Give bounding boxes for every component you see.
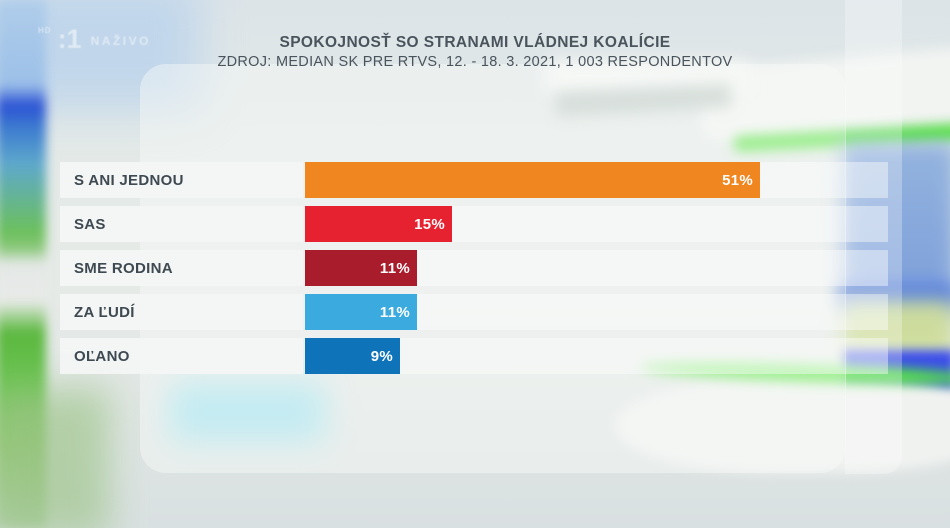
bar: 11% xyxy=(305,294,417,330)
bar-track: 11% xyxy=(305,294,888,330)
bar-track: 11% xyxy=(305,250,888,286)
chart-header: SPOKOJNOSŤ SO STRANAMI VLÁDNEJ KOALÍCIE … xyxy=(0,33,950,72)
value-label: 9% xyxy=(370,347,393,365)
category-label: SAS xyxy=(60,206,303,242)
bar: 51% xyxy=(305,162,760,198)
background-yellow-green-right xyxy=(842,300,950,358)
chart-row: OĽANO 9% xyxy=(60,338,888,374)
value-label: 51% xyxy=(722,171,753,189)
chart-row: ZA ĽUDÍ 11% xyxy=(60,294,888,330)
value-label: 15% xyxy=(414,215,445,233)
category-label: OĽANO xyxy=(60,338,303,374)
jednotka-channel-logo: :1 xyxy=(57,24,82,54)
chart-row: SAS 15% xyxy=(60,206,888,242)
background-green-tint-bottom-left xyxy=(0,388,110,528)
channel-watermark: HD :1 NAŽIVO xyxy=(38,24,151,54)
hd-badge: HD xyxy=(38,26,52,35)
bar-track: 51% xyxy=(305,162,888,198)
background-right-glass-strip xyxy=(845,0,902,474)
chart-row: SME RODINA 11% xyxy=(60,250,888,286)
background-white-ring-bottom xyxy=(615,378,950,473)
value-label: 11% xyxy=(379,259,410,277)
live-label: NAŽIVO xyxy=(90,34,151,48)
bar: 11% xyxy=(305,250,417,286)
chart-row: S ANI JEDNOU 51% xyxy=(60,162,888,198)
category-label: ZA ĽUDÍ xyxy=(60,294,303,330)
bar: 9% xyxy=(305,338,400,374)
value-label: 11% xyxy=(379,303,410,321)
category-label: S ANI JEDNOU xyxy=(60,162,303,198)
chart-source: ZDROJ: MEDIAN SK PRE RTVS, 12. - 18. 3. … xyxy=(217,54,733,70)
bar-track: 9% xyxy=(305,338,888,374)
bar-track: 15% xyxy=(305,206,888,242)
category-label: SME RODINA xyxy=(60,250,303,286)
chart-title: SPOKOJNOSŤ SO STRANAMI VLÁDNEJ KOALÍCIE xyxy=(279,34,671,51)
bar: 15% xyxy=(305,206,452,242)
background-cyan-glow-bottom-left xyxy=(170,383,325,441)
